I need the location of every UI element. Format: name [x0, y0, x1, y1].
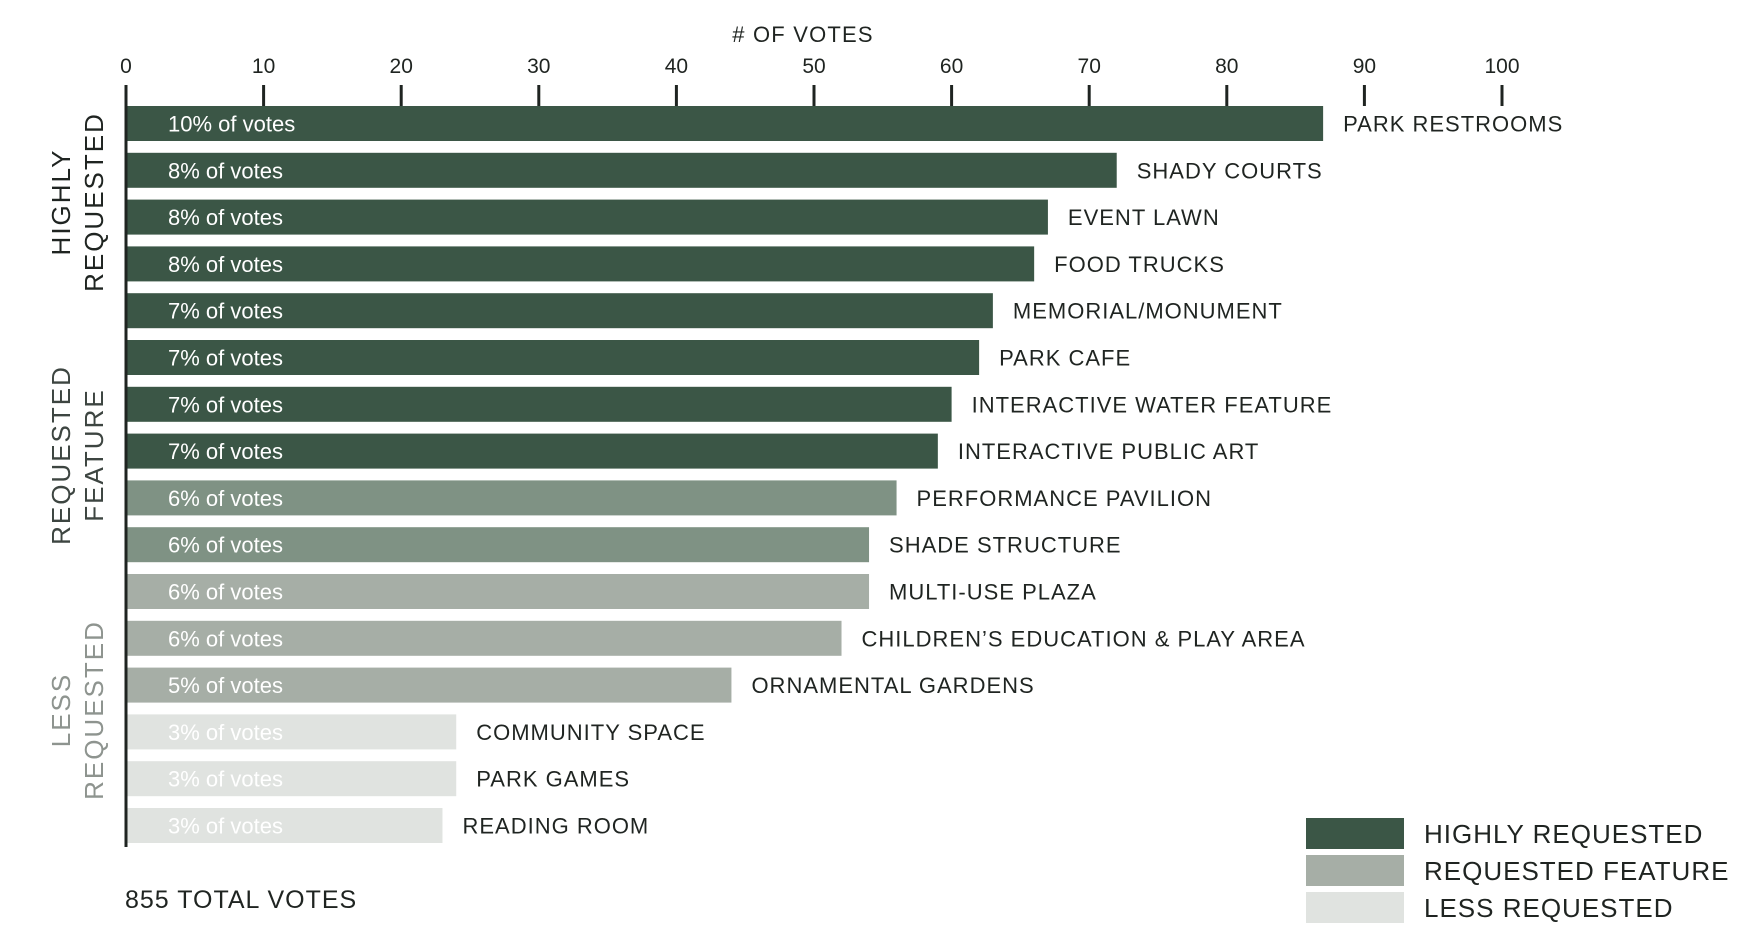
bar-value-label: 7% of votes	[168, 439, 283, 464]
bar-category-label: PARK GAMES	[476, 767, 630, 792]
group-label: REQUESTED	[79, 112, 109, 292]
bar-category-label: CHILDREN’S EDUCATION & PLAY AREA	[862, 626, 1306, 651]
x-tick-label: 100	[1484, 55, 1519, 78]
group-label: HIGHLY	[46, 149, 76, 256]
bar-category-label: FOOD TRUCKS	[1054, 252, 1225, 277]
bar-category-label: SHADE STRUCTURE	[889, 533, 1122, 558]
x-tick-label: 10	[252, 55, 275, 78]
group-label: REQUESTED	[46, 365, 76, 545]
bar-category-label: PERFORMANCE PAVILION	[917, 486, 1212, 511]
group-label: FEATURE	[79, 388, 109, 521]
bar	[126, 433, 938, 469]
legend: HIGHLY REQUESTED REQUESTED FEATURE LESS RE…	[1306, 818, 1729, 923]
total-votes: 855 TOTAL VOTES	[125, 886, 357, 914]
bar-value-label: 5% of votes	[168, 673, 283, 698]
legend-label: HIGHLY REQUESTED	[1424, 819, 1703, 849]
bar-value-label: 6% of votes	[168, 486, 283, 511]
bar-value-label: 3% of votes	[168, 767, 283, 792]
bar-category-label: INTERACTIVE WATER FEATURE	[972, 392, 1333, 417]
bar-value-label: 7% of votes	[168, 346, 283, 371]
x-axis-title: # OF VOTES	[732, 22, 874, 47]
bar-value-label: 6% of votes	[168, 580, 283, 605]
legend-swatch	[1306, 855, 1404, 886]
bar-value-label: 7% of votes	[168, 392, 283, 417]
x-tick-label: 90	[1353, 55, 1376, 78]
bar-value-label: 8% of votes	[168, 252, 283, 277]
group-label: REQUESTED	[79, 620, 109, 800]
bar-category-label: PARK RESTROOMS	[1343, 112, 1563, 137]
bar-category-label: READING ROOM	[462, 814, 649, 839]
legend-label: REQUESTED FEATURE	[1424, 856, 1729, 886]
group-label: LESS	[46, 673, 76, 748]
bar	[126, 199, 1048, 235]
bar	[126, 246, 1035, 282]
x-axis-ticks: 0 10 20 30 40 50 60 70 80 90 100	[120, 55, 1520, 106]
bar	[126, 152, 1117, 188]
bar-value-label: 8% of votes	[168, 158, 283, 183]
bar-category-label: MULTI-USE PLAZA	[889, 580, 1097, 605]
bar	[126, 340, 980, 375]
x-tick-label: 20	[390, 55, 413, 78]
bar-value-label: 7% of votes	[168, 299, 283, 324]
x-tick-label: 60	[940, 55, 963, 78]
x-tick-label: 0	[120, 55, 132, 78]
bar	[126, 293, 993, 329]
bars: 10% of votes PARK RESTROOMS 8% of votes SHA…	[126, 106, 1563, 843]
bar-category-label: COMMUNITY SPACE	[476, 720, 705, 745]
bar-value-label: 3% of votes	[168, 720, 283, 745]
bar	[126, 667, 732, 703]
bar-value-label: 8% of votes	[168, 205, 283, 230]
bar-category-label: INTERACTIVE PUBLIC ART	[958, 439, 1260, 464]
bar-category-label: PARK CAFE	[999, 346, 1131, 371]
x-tick-label: 30	[527, 55, 550, 78]
bar	[126, 574, 870, 609]
bar	[126, 527, 870, 563]
bar	[126, 106, 1324, 141]
legend-swatch	[1306, 818, 1404, 849]
bar	[126, 808, 443, 843]
legend-swatch	[1306, 892, 1404, 923]
x-tick-label: 70	[1078, 55, 1101, 78]
bar-category-label: MEMORIAL/MONUMENT	[1013, 299, 1283, 324]
bar-category-label: ORNAMENTAL GARDENS	[751, 673, 1034, 698]
bar-value-label: 6% of votes	[168, 626, 283, 651]
bar-value-label: 6% of votes	[168, 533, 283, 558]
bar-category-label: EVENT LAWN	[1068, 205, 1220, 230]
x-tick-label: 50	[802, 55, 825, 78]
bar	[126, 714, 457, 750]
bar	[126, 480, 897, 516]
bar-value-label: 3% of votes	[168, 814, 283, 839]
x-tick-label: 40	[665, 55, 688, 78]
bar	[126, 761, 457, 797]
bar	[126, 620, 842, 656]
bar	[126, 386, 952, 422]
legend-label: LESS REQUESTED	[1424, 893, 1674, 923]
bar-value-label: 10% of votes	[168, 112, 295, 137]
x-tick-label: 80	[1215, 55, 1238, 78]
bar-category-label: SHADY COURTS	[1137, 158, 1323, 183]
